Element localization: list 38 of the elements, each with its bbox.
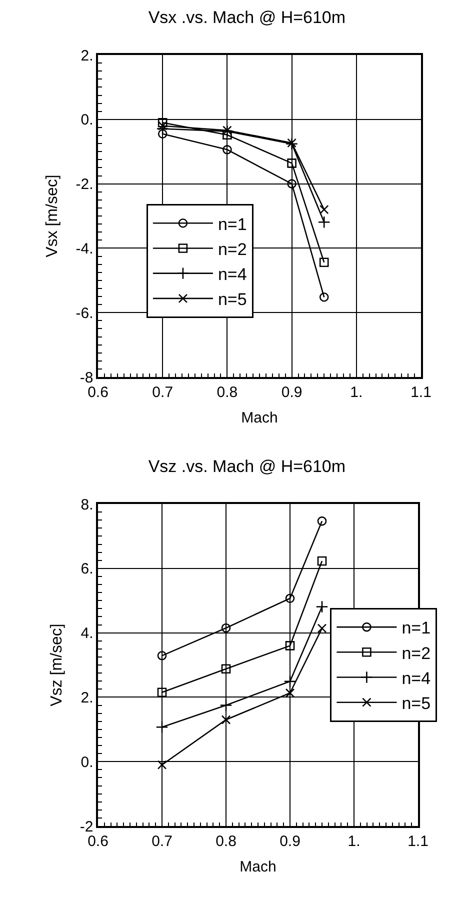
- x-tick-label: 0.8: [216, 832, 236, 850]
- x-tick-label: 0.7: [152, 832, 172, 850]
- chart-title: Vsz .vs. Mach @ H=610m: [148, 457, 346, 476]
- legend-label: n=1: [218, 214, 247, 234]
- legend-label: n=2: [218, 240, 247, 259]
- y-tick-label: -6.: [76, 304, 94, 322]
- y-tick-label: 0.: [80, 754, 94, 771]
- x-tick-label: 0.7: [152, 384, 174, 401]
- y-tick-label: -2.: [76, 176, 94, 194]
- x-tick-label: 0.8: [216, 384, 238, 401]
- legend-label: n=4: [218, 264, 247, 284]
- x-tick-label: 1.1: [410, 384, 432, 401]
- y-tick-label: 8.: [80, 496, 94, 514]
- x-tick-label: 1.: [348, 832, 360, 850]
- x-tick-label: 0.6: [88, 384, 108, 401]
- y-tick-label: 2.: [80, 47, 94, 64]
- y-tick-label: -2: [80, 818, 94, 836]
- legend-label: n=1: [402, 618, 431, 638]
- x-tick-label: 0.9: [281, 384, 302, 401]
- y-tick-label: 0.: [80, 112, 94, 129]
- legend-label: n=2: [402, 644, 431, 663]
- x-axis-title: Mach: [241, 409, 278, 426]
- x-tick-label: 0.6: [88, 832, 108, 850]
- x-tick-label: 1.1: [408, 832, 428, 850]
- y-tick-label: 4.: [80, 625, 94, 642]
- y-tick-label: -8: [80, 369, 94, 386]
- legend-label: n=4: [402, 668, 431, 688]
- x-axis-title: Mach: [240, 858, 276, 876]
- y-tick-label: 2.: [80, 689, 94, 706]
- x-tick-label: 1.: [350, 384, 363, 401]
- y-axis-title: Vsz [m/sec]: [48, 624, 66, 706]
- y-tick-label: -4.: [76, 240, 94, 258]
- legend-label: n=5: [218, 290, 247, 310]
- y-axis-title: Vsx [m/sec]: [44, 174, 62, 258]
- y-tick-label: 6.: [80, 560, 94, 578]
- chart-title: Vsx .vs. Mach @ H=610m: [148, 8, 346, 28]
- legend-label: n=5: [402, 694, 431, 713]
- x-tick-label: 0.9: [280, 832, 300, 850]
